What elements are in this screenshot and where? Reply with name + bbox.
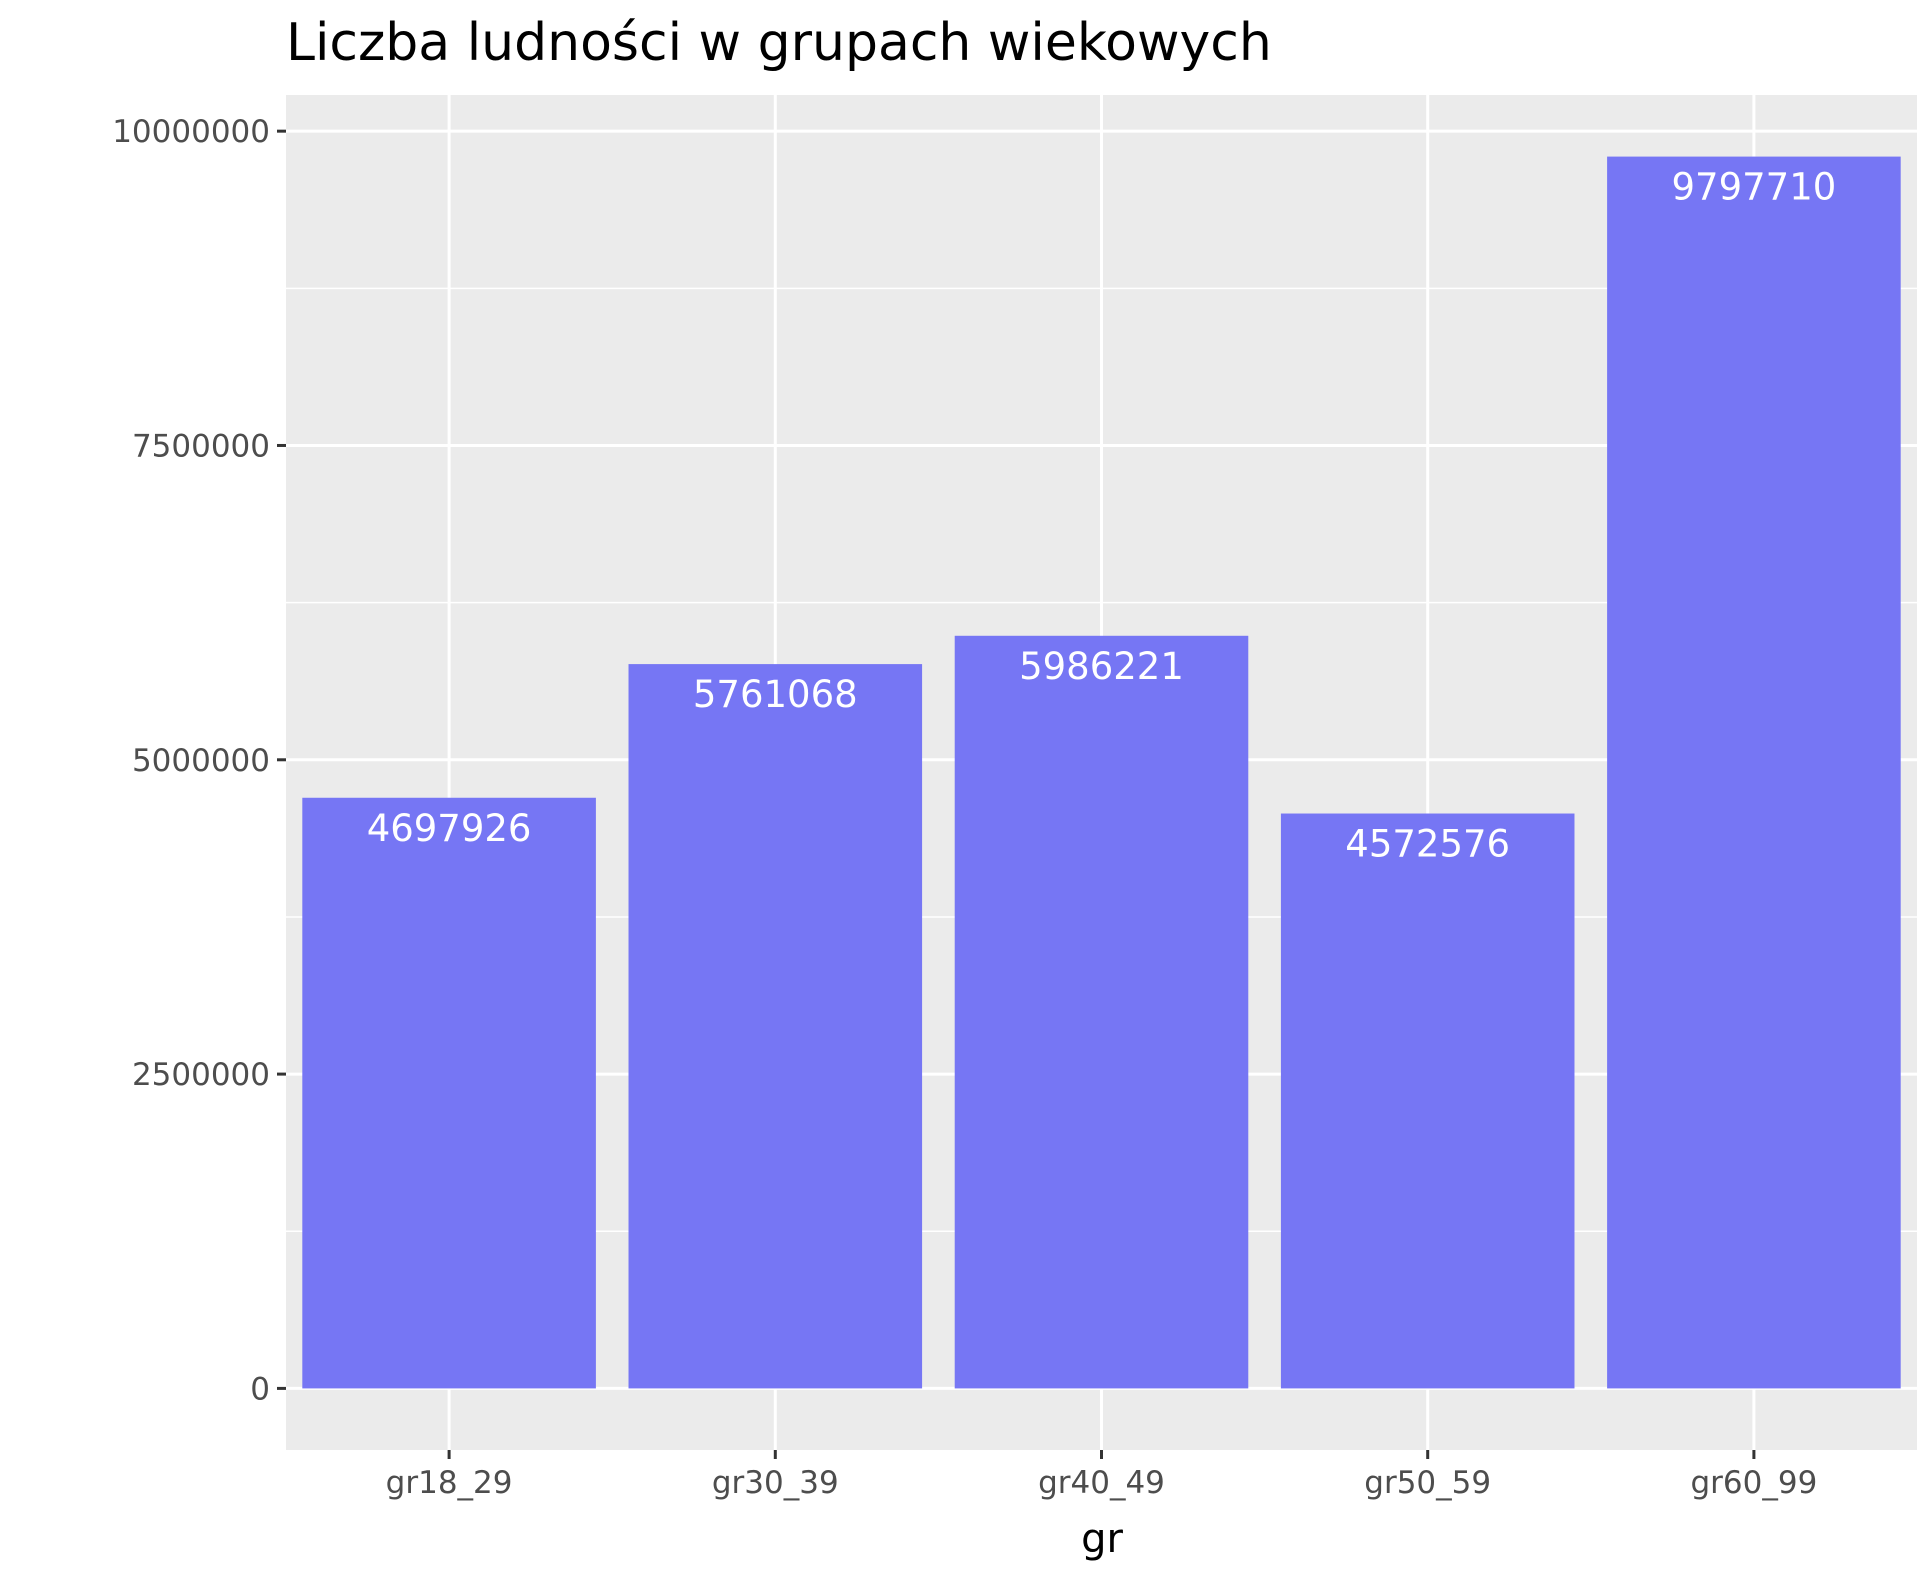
y-tick-label: 7500000	[132, 428, 270, 464]
y-tick-label: 5000000	[132, 743, 270, 779]
data-label-gr18_29: 4697926	[367, 807, 532, 850]
x-tick-label-gr60_99: gr60_99	[1690, 1465, 1817, 1501]
x-axis-title: gr	[1081, 1516, 1123, 1562]
data-label-gr30_39: 5761068	[693, 673, 858, 716]
y-tick-label: 2500000	[132, 1057, 270, 1093]
data-labels: 4697926 5761068 5986221 4572576 9797710	[367, 166, 1837, 866]
bars	[302, 156, 1901, 1389]
x-tick-label-gr40_49: gr40_49	[1038, 1465, 1165, 1501]
data-label-gr60_99: 9797710	[1672, 166, 1837, 209]
x-tick-label-gr50_59: gr50_59	[1364, 1465, 1491, 1501]
bar-gr60_99	[1607, 156, 1901, 1389]
data-label-gr50_59: 4572576	[1345, 823, 1510, 866]
x-axis: gr18_29 gr30_39 gr40_49 gr50_59 gr60_99	[386, 1450, 1817, 1501]
y-tick-label: 0	[250, 1371, 270, 1407]
x-tick-label-gr18_29: gr18_29	[386, 1465, 513, 1501]
chart-title: Liczba ludności w grupach wiekowych	[286, 13, 1272, 73]
bar-gr40_49	[954, 635, 1249, 1389]
bar-gr18_29	[302, 797, 596, 1389]
bar-gr30_39	[628, 664, 923, 1389]
y-tick-label: 10000000	[112, 114, 270, 150]
x-tick-label-gr30_39: gr30_39	[712, 1465, 839, 1501]
data-label-gr40_49: 5986221	[1019, 645, 1184, 688]
bar-gr50_59	[1280, 813, 1575, 1389]
y-axis: 0 2500000 5000000 7500000 10000000	[112, 114, 286, 1407]
